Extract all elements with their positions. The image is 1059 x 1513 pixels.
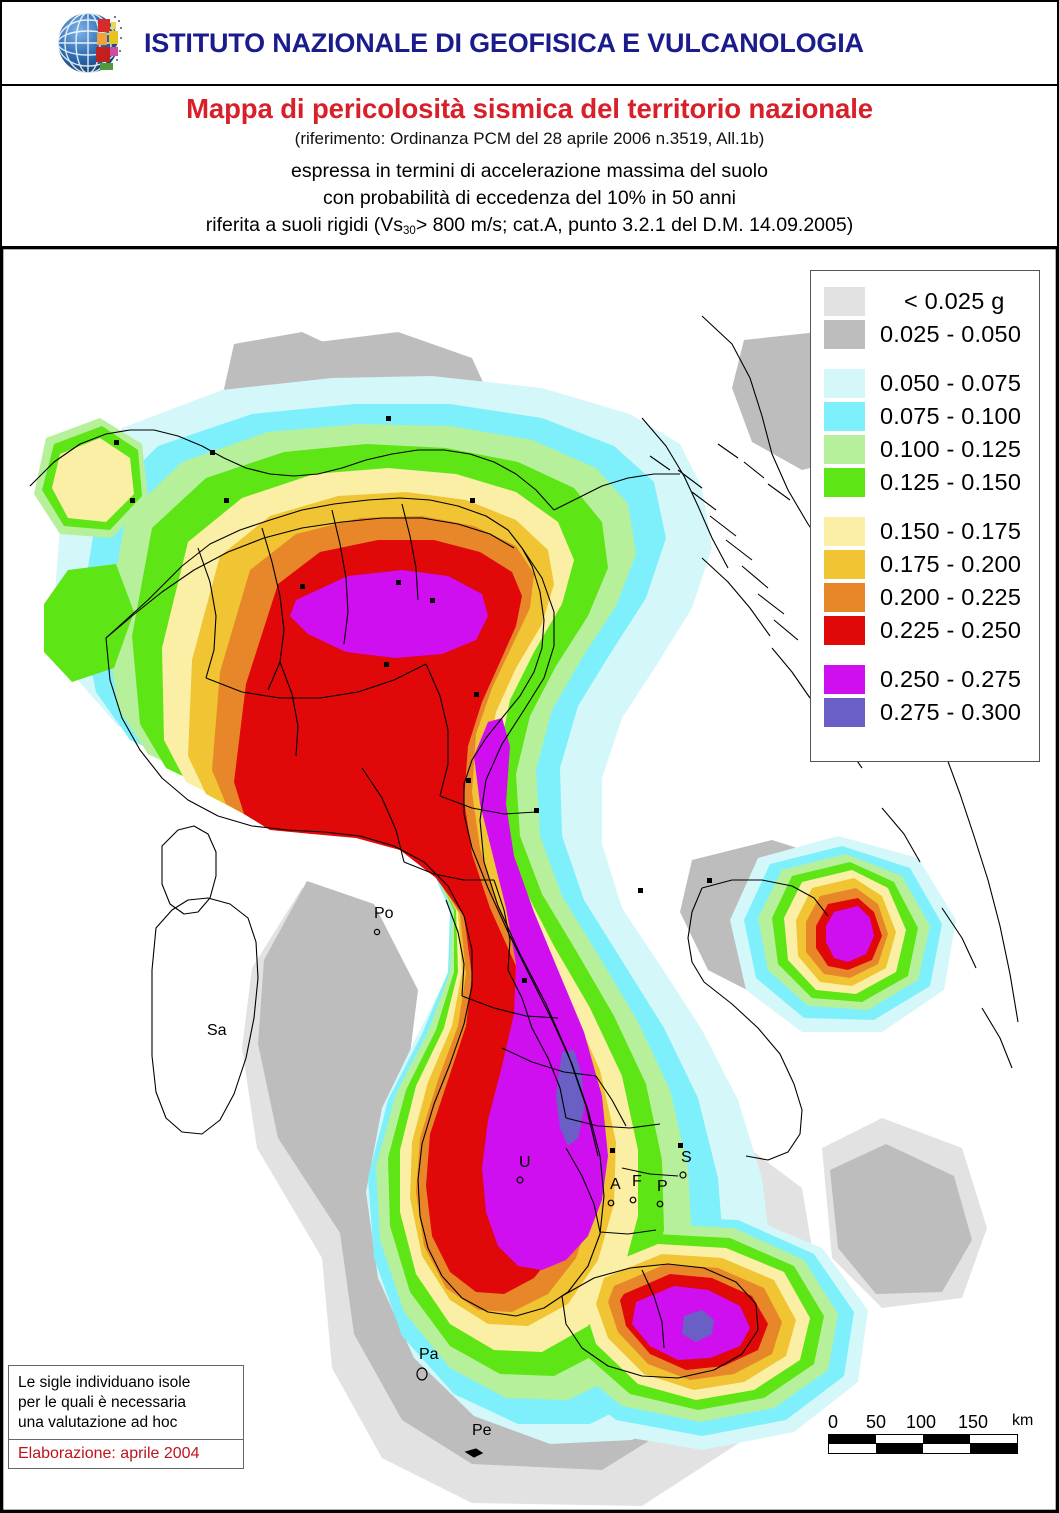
scale-ruler-top (828, 1434, 1018, 1444)
legend-swatch (824, 435, 865, 464)
legend-label: 0.225 - 0.250 (880, 617, 1022, 643)
scale-ruler-bottom (828, 1444, 1018, 1454)
legend-row[interactable]: 0.200 - 0.225 (811, 581, 1039, 614)
ingv-globe-logo-icon (54, 7, 126, 79)
organization-name: ISTITUTO NAZIONALE DI GEOFISICA E VULCAN… (144, 27, 864, 58)
legend-label: 0.150 - 0.175 (880, 518, 1022, 544)
title-reference: (riferimento: Ordinanza PCM del 28 april… (294, 129, 765, 148)
island-code-labels: Sa Po U S A F P Pa Pe (207, 905, 692, 1439)
scale-segment (970, 1435, 1017, 1443)
island-note-text: Le sigle individuano isole per le quali … (9, 1366, 243, 1440)
scale-segment (829, 1435, 876, 1443)
legend-label: 0.125 - 0.150 (880, 469, 1022, 495)
legend-label: 0.075 - 0.100 (880, 403, 1022, 429)
island-code-pe: Pe (472, 1422, 492, 1439)
legend-label: 0.050 - 0.075 (880, 370, 1022, 396)
scale-segment (923, 1444, 970, 1453)
legend-swatch (824, 320, 865, 349)
scale-segment (876, 1435, 923, 1443)
legend-group-gap (811, 647, 1039, 663)
legend-group-gap (811, 351, 1039, 367)
legend-row[interactable]: 0.225 - 0.250 (811, 614, 1039, 647)
legend-label: 0.275 - 0.300 (880, 699, 1022, 725)
legend-swatch (824, 698, 865, 727)
island-code-u: U (519, 1154, 531, 1171)
legend-swatch (824, 468, 865, 497)
page-header: ISTITUTO NAZIONALE DI GEOFISICA E VULCAN… (2, 2, 1057, 86)
vs30-subscript: 30 (403, 225, 416, 237)
island-dots (373, 928, 687, 1458)
scale-segment (829, 1444, 876, 1453)
city-markers (114, 416, 712, 1153)
legend-swatch (824, 665, 865, 694)
scale-tick-100: 100 (906, 1412, 937, 1432)
scale-segment (970, 1444, 1017, 1453)
scale-bar-labels: 0 50 100 150 km (828, 1412, 1042, 1434)
legend-row[interactable]: < 0.025 g (811, 285, 1039, 318)
island-code-po: Po (374, 905, 394, 922)
hazard-map-canvas[interactable]: Sa Po U S A F P Pa Pe (2, 248, 1057, 1511)
hazard-map-svg: Sa Po U S A F P Pa Pe (2, 248, 1057, 1511)
legend-swatch (824, 517, 865, 546)
title-description-line-3: riferita a suoli rigidi (Vs30> 800 m/s; … (2, 212, 1057, 245)
title-description-line-2: con probabilità di eccedenza del 10% in … (322, 187, 737, 209)
legend-row[interactable]: 0.275 - 0.300 (811, 696, 1039, 729)
legend-row[interactable]: 0.175 - 0.200 (811, 548, 1039, 581)
legend-row[interactable]: 0.250 - 0.275 (811, 663, 1039, 696)
legend-swatch (824, 583, 865, 612)
coastline-layer (29, 315, 1019, 1379)
title-description-line-1: espressa in termini di accelerazione mas… (291, 160, 768, 182)
legend-row[interactable]: 0.150 - 0.175 (811, 515, 1039, 548)
scale-tick-150: 150 (958, 1412, 989, 1432)
legend-row[interactable]: 0.050 - 0.075 (811, 367, 1039, 400)
desc3-prefix: riferita a suoli rigidi (Vs (205, 214, 404, 236)
island-code-f: F (632, 1173, 642, 1190)
note-line-1: Le sigle individuano isole (18, 1374, 191, 1391)
legend-row[interactable]: 0.025 - 0.050 (811, 318, 1039, 351)
scale-bar: 0 50 100 150 km (828, 1412, 1042, 1454)
note-line-3: una valutazione ad hoc (18, 1414, 178, 1431)
legend-row[interactable]: 0.100 - 0.125 (811, 433, 1039, 466)
note-line-2: per le quali è necessaria (18, 1394, 187, 1411)
legend-label: 0.200 - 0.225 (880, 584, 1022, 610)
legend-group-gap (811, 499, 1039, 515)
legend-row[interactable]: 0.125 - 0.150 (811, 466, 1039, 499)
legend-label: < 0.025 g (904, 288, 1005, 314)
hazard-legend: < 0.025 g 0.025 - 0.050 0.050 - 0.075 0.… (810, 270, 1040, 762)
legend-swatch (824, 616, 865, 645)
island-code-s: S (681, 1149, 692, 1166)
legend-label: 0.250 - 0.275 (880, 666, 1022, 692)
island-code-pa: Pa (419, 1346, 439, 1363)
legend-swatch (824, 402, 865, 431)
legend-row[interactable]: 0.075 - 0.100 (811, 400, 1039, 433)
scale-segment (923, 1435, 970, 1443)
island-note-box: Le sigle individuano isole per le quali … (8, 1365, 244, 1469)
legend-swatch (824, 369, 865, 398)
scale-tick-0: 0 (828, 1412, 839, 1432)
legend-label: 0.175 - 0.200 (880, 551, 1022, 577)
desc3-suffix: > 800 m/s; cat.A, punto 3.2.1 del D.M. 1… (415, 214, 854, 236)
island-code-a: A (610, 1176, 621, 1193)
page-title: Mappa di pericolosità sismica del territ… (186, 93, 873, 124)
legend-swatch (824, 287, 865, 316)
scale-segment (876, 1444, 923, 1453)
island-code-p: P (657, 1178, 668, 1195)
legend-label: 0.025 - 0.050 (880, 321, 1022, 347)
title-block: Mappa di pericolosità sismica del territ… (2, 86, 1057, 248)
island-code-sa: Sa (207, 1022, 227, 1039)
legend-swatch (824, 550, 865, 579)
elaboration-date: Elaborazione: aprile 2004 (18, 1445, 200, 1462)
legend-label: 0.100 - 0.125 (880, 436, 1022, 462)
scale-tick-50: 50 (866, 1412, 887, 1432)
scale-unit: km (1012, 1412, 1034, 1429)
